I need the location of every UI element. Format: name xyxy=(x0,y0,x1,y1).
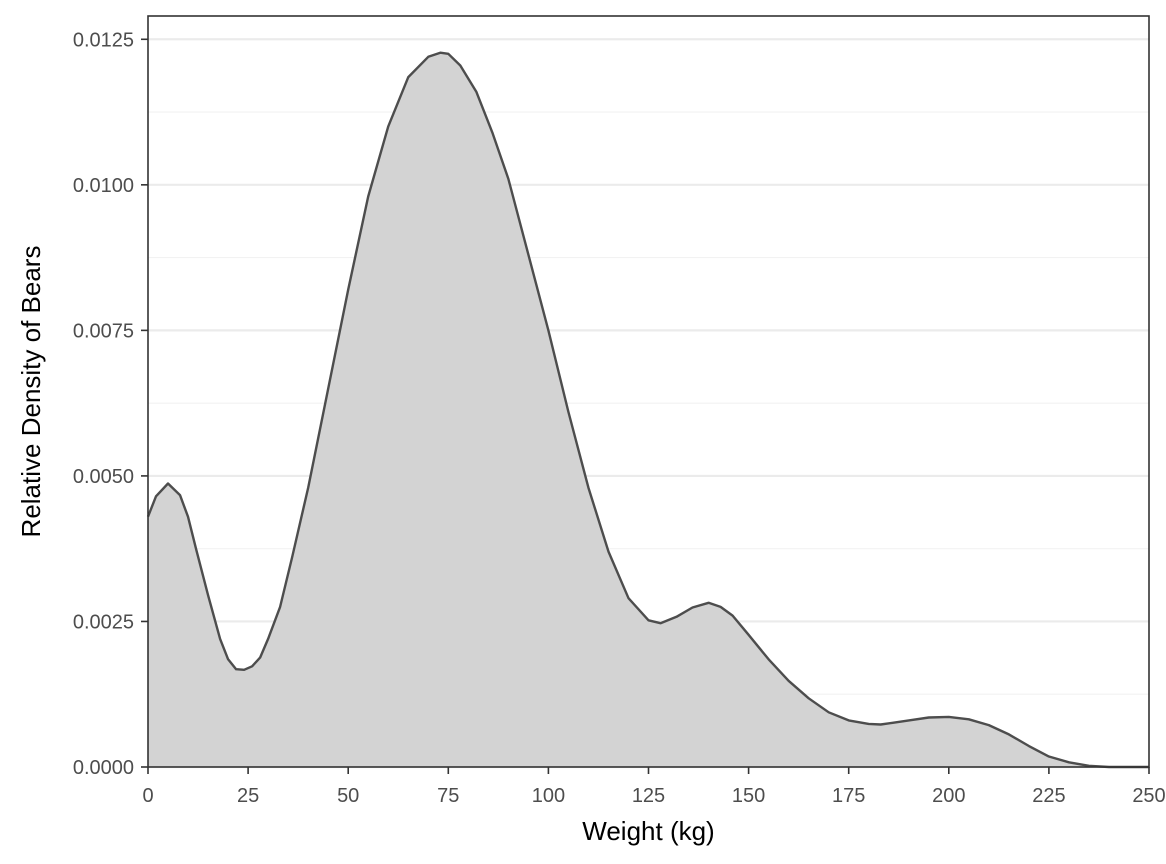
density-line xyxy=(146,51,1149,769)
y-tick-label: 0.0000 xyxy=(73,757,134,779)
x-tick-label: 75 xyxy=(437,785,459,807)
y-axis-title: Relative Density of Bears xyxy=(16,246,46,538)
x-tick-label: 125 xyxy=(632,785,665,807)
x-tick-label: 225 xyxy=(1032,785,1065,807)
x-tick-label: 200 xyxy=(932,785,965,807)
density-area xyxy=(146,51,1149,769)
y-axis: 0.0000 0.0025 0.0050 0.0075 0.0100 0.0125 xyxy=(73,29,148,779)
density-fill xyxy=(148,52,1149,767)
x-tick-label: 25 xyxy=(237,785,259,807)
x-axis-title: Weight (kg) xyxy=(582,816,714,846)
y-tick-label: 0.0050 xyxy=(73,466,134,488)
y-tick-label: 0.0100 xyxy=(73,175,134,197)
x-tick-label: 250 xyxy=(1132,785,1165,807)
x-tick-label: 100 xyxy=(532,785,565,807)
x-tick-label: 50 xyxy=(337,785,359,807)
x-tick-label: 150 xyxy=(732,785,765,807)
x-tick-label: 0 xyxy=(142,785,153,807)
x-axis: 0 25 50 75 100 125 150 175 200 225 250 xyxy=(142,767,1166,807)
y-tick-label: 0.0075 xyxy=(73,320,134,342)
x-tick-label: 175 xyxy=(832,785,865,807)
y-tick-label: 0.0125 xyxy=(73,29,134,51)
y-tick-label: 0.0025 xyxy=(73,611,134,633)
